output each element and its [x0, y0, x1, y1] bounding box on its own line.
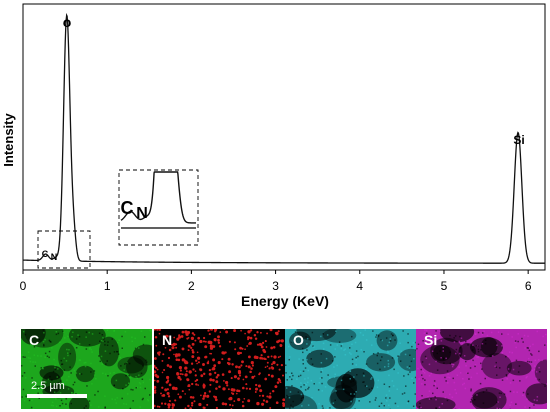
x-ticks: 0 1 2 3 4 5 6: [20, 270, 532, 293]
x-tick-label: 1: [104, 279, 111, 293]
x-axis-label: Energy (KeV): [241, 293, 329, 309]
peak-label-c: C: [42, 249, 49, 259]
scale-bar-label: 2.5 µm: [31, 380, 65, 392]
zoom-region-box: [37, 230, 91, 269]
y-axis-label: Intensity: [1, 113, 16, 167]
map-label: Si: [424, 332, 438, 348]
eds-spectrum-chart: 0 1 2 3 4 5 6 o Si C N C N Energy (KeV) Intens…: [1, 3, 546, 309]
elemental-map-si: Si: [416, 329, 547, 409]
map-label: N: [162, 332, 173, 348]
peak-label-n: N: [51, 252, 58, 262]
plot-frame: [22, 3, 546, 271]
x-tick-label: 5: [441, 279, 448, 293]
inset-label-c: C: [121, 198, 134, 218]
peak-label-si: Si: [513, 133, 524, 147]
inset-spectrum-line: [120, 171, 197, 224]
map-label: O: [293, 332, 304, 348]
peak-label-o: o: [63, 14, 72, 30]
elemental-map-o: O: [285, 329, 416, 409]
elemental-map-n: N: [154, 329, 285, 409]
spectrum-line: [22, 12, 545, 264]
scale-bar: [27, 394, 87, 398]
inset-label-n: N: [136, 205, 148, 222]
elemental-map-c: C 2.5 µm: [21, 329, 152, 409]
x-tick-label: 3: [272, 279, 279, 293]
x-tick-label: 4: [356, 279, 363, 293]
inset-box: [118, 169, 199, 246]
x-tick-label: 0: [20, 279, 27, 293]
x-tick-label: 2: [188, 279, 195, 293]
x-tick-label: 6: [525, 279, 532, 293]
map-label: C: [29, 332, 40, 348]
